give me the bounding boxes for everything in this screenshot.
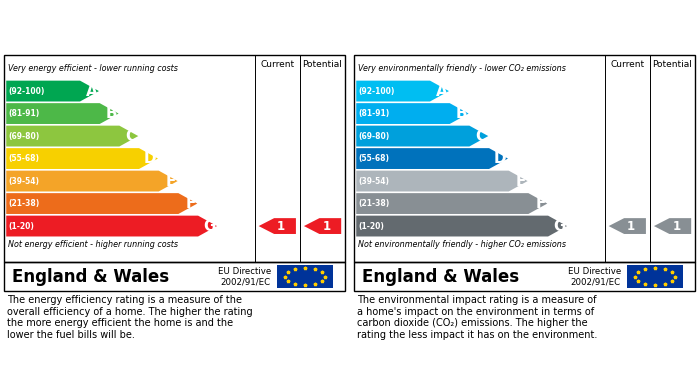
Text: Very environmentally friendly - lower CO₂ emissions: Very environmentally friendly - lower CO… xyxy=(358,64,566,73)
Text: (1-20): (1-20) xyxy=(358,222,384,231)
Text: (81-91): (81-91) xyxy=(8,109,39,118)
Polygon shape xyxy=(356,170,528,192)
Polygon shape xyxy=(609,218,646,234)
Polygon shape xyxy=(304,218,341,234)
Text: A: A xyxy=(435,84,447,99)
Polygon shape xyxy=(259,218,296,234)
Text: (55-68): (55-68) xyxy=(358,154,389,163)
Polygon shape xyxy=(6,216,217,237)
Text: A: A xyxy=(85,84,97,99)
Text: The energy efficiency rating is a measure of the
overall efficiency of a home. T: The energy efficiency rating is a measur… xyxy=(7,295,253,340)
Text: 1: 1 xyxy=(277,220,285,233)
Text: (39-54): (39-54) xyxy=(358,177,389,186)
Text: C: C xyxy=(475,129,486,143)
Polygon shape xyxy=(356,81,449,102)
Text: G: G xyxy=(203,219,216,233)
Text: (1-20): (1-20) xyxy=(8,222,34,231)
Text: EU Directive
2002/91/EC: EU Directive 2002/91/EC xyxy=(568,267,622,286)
Text: (55-68): (55-68) xyxy=(8,154,39,163)
Text: Not energy efficient - higher running costs: Not energy efficient - higher running co… xyxy=(8,240,178,249)
Polygon shape xyxy=(6,170,178,192)
Text: (21-38): (21-38) xyxy=(358,199,389,208)
Text: E: E xyxy=(515,174,526,188)
Polygon shape xyxy=(6,193,197,214)
Text: Current: Current xyxy=(610,60,645,69)
Text: (92-100): (92-100) xyxy=(358,86,394,95)
Text: Potential: Potential xyxy=(302,60,342,69)
Text: (92-100): (92-100) xyxy=(8,86,44,95)
Polygon shape xyxy=(6,81,99,102)
Polygon shape xyxy=(6,148,158,169)
Text: B: B xyxy=(455,106,467,121)
Text: D: D xyxy=(144,151,156,166)
Polygon shape xyxy=(6,126,139,147)
Text: (69-80): (69-80) xyxy=(8,131,39,140)
Text: (39-54): (39-54) xyxy=(8,177,39,186)
Text: England & Wales: England & Wales xyxy=(12,267,169,286)
Text: C: C xyxy=(125,129,136,143)
Polygon shape xyxy=(356,193,547,214)
Text: EU Directive
2002/91/EC: EU Directive 2002/91/EC xyxy=(218,267,272,286)
Text: Environmental Impact (CO₂) Rating: Environmental Impact (CO₂) Rating xyxy=(362,32,624,46)
Text: E: E xyxy=(165,174,176,188)
Text: (69-80): (69-80) xyxy=(358,131,389,140)
Text: Not environmentally friendly - higher CO₂ emissions: Not environmentally friendly - higher CO… xyxy=(358,240,566,249)
Text: 1: 1 xyxy=(627,220,635,233)
Text: 1: 1 xyxy=(322,220,330,233)
Polygon shape xyxy=(6,103,118,124)
Text: F: F xyxy=(536,196,545,211)
Text: D: D xyxy=(494,151,506,166)
Text: Potential: Potential xyxy=(652,60,692,69)
Polygon shape xyxy=(356,103,468,124)
Polygon shape xyxy=(356,126,489,147)
Polygon shape xyxy=(356,148,508,169)
Text: B: B xyxy=(105,106,117,121)
Bar xyxy=(276,265,333,289)
Text: F: F xyxy=(186,196,195,211)
Text: (21-38): (21-38) xyxy=(8,199,39,208)
Text: (81-91): (81-91) xyxy=(358,109,389,118)
Polygon shape xyxy=(356,216,567,237)
Text: 1: 1 xyxy=(672,220,680,233)
Text: Very energy efficient - lower running costs: Very energy efficient - lower running co… xyxy=(8,64,178,73)
Polygon shape xyxy=(654,218,691,234)
Bar xyxy=(626,265,683,289)
Text: Current: Current xyxy=(260,60,295,69)
Text: Energy Efficiency Rating: Energy Efficiency Rating xyxy=(12,32,195,46)
Text: G: G xyxy=(553,219,566,233)
Text: England & Wales: England & Wales xyxy=(362,267,519,286)
Text: The environmental impact rating is a measure of
a home's impact on the environme: The environmental impact rating is a mea… xyxy=(357,295,597,340)
